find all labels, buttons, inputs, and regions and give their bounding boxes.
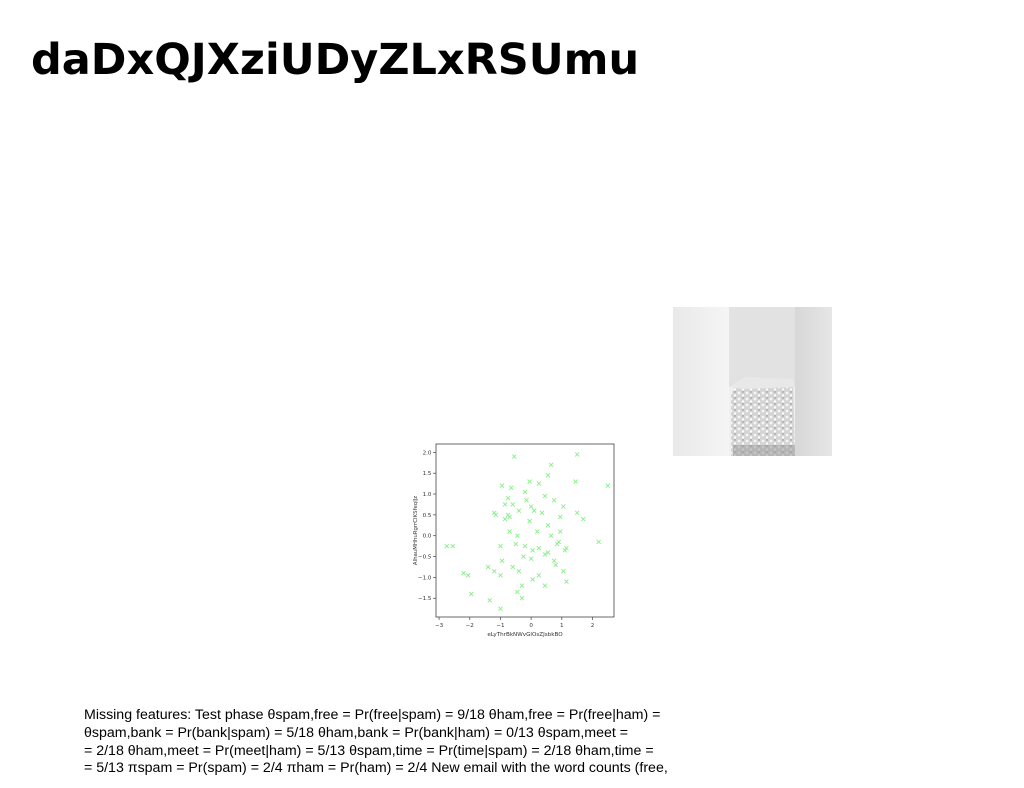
scatter-point (545, 472, 551, 478)
scatter-point (507, 514, 512, 520)
scatter-point (574, 452, 580, 457)
x-tick-label: −3 (435, 623, 444, 629)
body-line: = 5/13 πspam = Pr(spam) = 2/4 πham = Pr(… (84, 760, 668, 777)
y-tick-label: 2.0 (423, 450, 432, 456)
scatter-point (461, 570, 466, 576)
scatter-point (499, 558, 505, 564)
x-tick-label: −2 (466, 623, 474, 629)
x-tick-label: 0 (529, 623, 533, 629)
scatter-point (491, 568, 497, 574)
scatter-point (502, 516, 508, 522)
scatter-point (564, 579, 569, 584)
scatter-point (511, 454, 517, 459)
scatter-point (527, 518, 532, 524)
scatter-point (574, 510, 580, 516)
staircase-photo (673, 307, 832, 456)
x-tick-label: −1 (496, 623, 505, 629)
scatter-point (542, 552, 548, 557)
y-tick-label: 0.0 (423, 534, 432, 540)
scatter-point (487, 598, 493, 603)
y-axis-label: AlhauMHhuRgrrCIKSfeqlJz (413, 496, 419, 565)
body-text: Missing features: Test phase θspam,free … (84, 707, 764, 778)
plot-frame (435, 443, 615, 618)
scatter-point (498, 543, 503, 549)
scatter-point (510, 564, 516, 570)
scatter-point (508, 485, 514, 491)
scatter-point (605, 483, 611, 489)
scatter-point (485, 564, 491, 570)
body-line: Missing features: Test phase θspam,free … (84, 707, 661, 723)
x-tick-label: 1 (560, 623, 564, 629)
scatter-point (528, 504, 534, 509)
scatter-point (507, 529, 512, 534)
scatter-point (542, 583, 548, 589)
scatter-point (530, 577, 535, 582)
y-tick-label: −1.0 (418, 575, 432, 581)
scatter-point (551, 558, 557, 564)
scatter-point (534, 529, 540, 534)
scatter-chart: −3 −2 −1 0 1 2 −1.5 −1.0 −0.5 0.0 0.5 1.0 1.5 2.0 eL… (413, 443, 615, 638)
scatter-point (515, 589, 520, 595)
x-axis-label: eLyThrBkNWvGlOsZJsbkBO (487, 632, 563, 638)
body-line: θspam,bank = Pr(bank|spam) = 5/18 θham,b… (84, 724, 629, 741)
y-axis-ticks: −1.5 −1.0 −0.5 0.0 0.5 1.0 1.5 2.0 (418, 450, 436, 602)
scatter-point (530, 547, 535, 553)
scatter-point (493, 512, 499, 518)
y-tick-label: 1.0 (423, 492, 432, 498)
scatter-point (562, 547, 568, 553)
scatter-point (513, 541, 519, 547)
scatter-point (561, 504, 566, 509)
scatter-point (561, 568, 566, 574)
scatter-point (551, 497, 557, 503)
scatter-point (557, 529, 563, 534)
y-tick-label: 1.5 (423, 471, 432, 477)
scatter-point (519, 595, 525, 601)
scatter-point (531, 508, 537, 514)
scatter-point (510, 502, 516, 507)
scatter-point (444, 543, 450, 549)
y-tick-label: −1.5 (418, 596, 432, 602)
scatter-point (499, 483, 505, 489)
scatter-point (465, 572, 471, 578)
y-tick-label: 0.5 (423, 513, 432, 519)
scatter-point (542, 493, 548, 499)
x-tick-label: 2 (591, 623, 595, 629)
x-axis-ticks: −3 −2 −1 0 1 2 (435, 617, 594, 629)
body-line: = 2/18 θham,meet = Pr(meet|ham) = 5/13 θ… (84, 742, 654, 759)
scatter-point (573, 479, 578, 484)
scatter-point (522, 489, 528, 495)
scatter-point (522, 543, 528, 549)
scatter-point (516, 568, 522, 574)
y-tick-label: −0.5 (418, 555, 432, 561)
scatter-point (545, 550, 551, 555)
scatter-point (536, 545, 542, 551)
scatter-point (524, 497, 529, 503)
scatter-point (519, 583, 525, 589)
scatter-point (545, 522, 551, 528)
scatter-point (557, 514, 563, 520)
scatter-point (539, 510, 545, 516)
scatter-point (515, 533, 520, 539)
scatter-point (580, 516, 586, 522)
scatter-point (521, 554, 526, 559)
scatter-point (554, 541, 560, 547)
scatter-point (548, 533, 554, 539)
scatter-point (536, 572, 542, 578)
scatter-point (596, 539, 601, 545)
scatter-point (468, 591, 474, 597)
scatter-point (528, 556, 534, 561)
scatter-point (498, 606, 503, 611)
scatter-point (516, 508, 522, 514)
scatter-point (502, 502, 508, 507)
scatter-points (444, 452, 611, 611)
scatter-point (450, 543, 456, 549)
scatter-point (505, 495, 511, 501)
scatter-point (498, 572, 503, 578)
scatter-point (527, 479, 532, 484)
scatter-point (548, 462, 554, 468)
slide-title: daDxQJXziUDyZLxRSUmu (31, 35, 640, 85)
scatter-point (536, 481, 542, 486)
scatter-point (553, 562, 559, 568)
